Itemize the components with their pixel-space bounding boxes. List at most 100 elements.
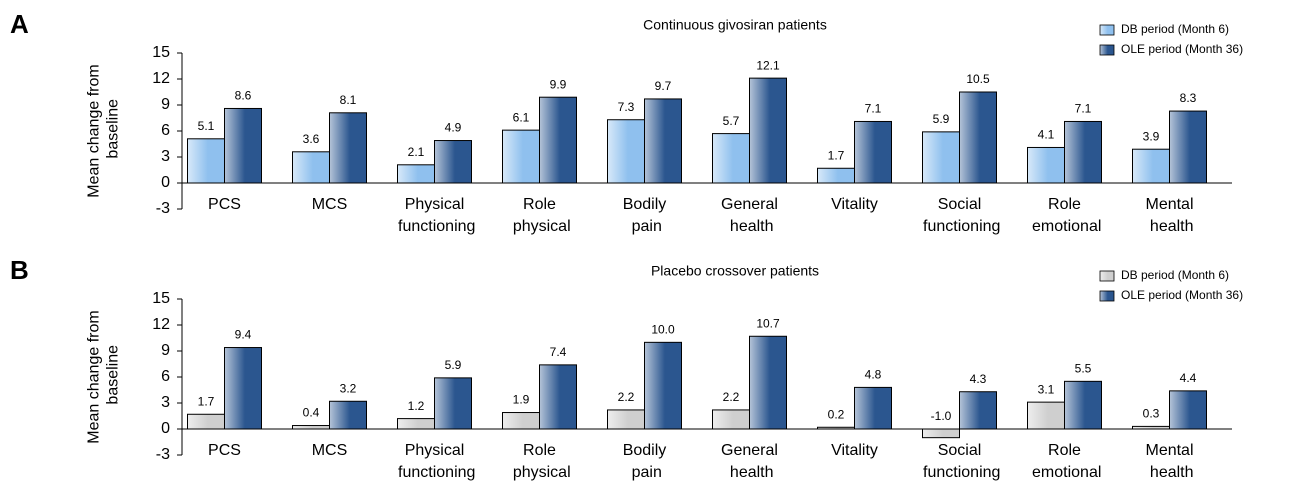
- x-tick-label: MCS: [312, 442, 348, 459]
- y-tick-label: 0: [161, 420, 170, 437]
- bar: [712, 409, 750, 430]
- y-tick-label: 12: [152, 316, 170, 333]
- value-label: 8.3: [1180, 91, 1197, 105]
- y-tick-label: -3: [156, 446, 170, 463]
- bar: [854, 386, 892, 430]
- value-label: 9.7: [655, 79, 672, 93]
- y-tick-label: 12: [152, 70, 170, 87]
- bar: [397, 164, 435, 184]
- value-label: 9.4: [235, 328, 252, 342]
- bar: [1064, 120, 1102, 184]
- x-tick-label: Role emotional: [1028, 442, 1102, 481]
- legend-swatch: [1099, 44, 1115, 56]
- bar: [329, 400, 367, 430]
- bar: [224, 107, 262, 184]
- bar: [712, 133, 750, 184]
- value-label: 10.5: [966, 72, 990, 86]
- chart-title: Placebo crossover patients: [651, 263, 819, 279]
- x-tick-label: Bodily pain: [623, 196, 667, 235]
- value-label: 3.1: [1038, 382, 1055, 396]
- legend-swatch: [1099, 24, 1115, 36]
- value-label: 4.8: [865, 368, 882, 382]
- bar: [539, 364, 577, 430]
- value-label: 6.1: [513, 110, 530, 124]
- bar: [292, 425, 330, 430]
- legend-swatch: [1099, 290, 1115, 302]
- value-label: 3.9: [1143, 129, 1160, 143]
- y-tick-label: 15: [152, 44, 170, 61]
- value-label: 2.1: [408, 145, 425, 159]
- value-label: 3.2: [340, 381, 357, 395]
- x-tick-label: Vitality: [831, 196, 878, 213]
- value-label: 4.4: [1180, 371, 1197, 385]
- x-tick-label: Social functioning: [919, 442, 1001, 481]
- bar: [922, 131, 960, 184]
- y-tick-label: 15: [152, 290, 170, 307]
- value-label: 10.7: [756, 316, 780, 330]
- bar: [1027, 401, 1065, 430]
- x-tick-label: PCS: [208, 442, 241, 459]
- bar: [187, 413, 225, 430]
- legend-label: OLE period (Month 36): [1121, 42, 1243, 56]
- value-label: 4.3: [970, 372, 987, 386]
- bar: [292, 151, 330, 184]
- x-tick-label: Role physical: [508, 196, 570, 235]
- bar: [607, 119, 645, 184]
- value-label: 5.1: [198, 119, 215, 133]
- y-tick-label: 9: [161, 96, 170, 113]
- value-label: 1.9: [513, 393, 530, 407]
- value-label: 0.3: [1143, 407, 1160, 421]
- x-tick-label: Physical functioning: [394, 442, 476, 481]
- x-tick-label: Role emotional: [1028, 196, 1102, 235]
- bar: [1027, 146, 1065, 184]
- bar: [502, 412, 540, 430]
- value-label: 2.2: [723, 390, 740, 404]
- bar: [959, 91, 997, 184]
- value-label: 10.0: [651, 323, 675, 337]
- legend-label: DB period (Month 6): [1121, 22, 1229, 36]
- x-tick-label: General health: [721, 196, 778, 235]
- value-label: 7.1: [1075, 102, 1092, 116]
- value-label: 1.7: [198, 394, 215, 408]
- bar: [922, 428, 960, 439]
- x-tick-label: Mental health: [1145, 196, 1193, 235]
- value-label: 5.7: [723, 114, 740, 128]
- bar: [539, 96, 577, 184]
- value-label: 5.5: [1075, 362, 1092, 376]
- value-label: 7.3: [618, 100, 635, 114]
- bar: [1169, 110, 1207, 184]
- value-label: 9.9: [550, 77, 567, 91]
- y-tick-label: 3: [161, 394, 170, 411]
- value-label: 3.6: [303, 132, 320, 146]
- value-label: -1.0: [931, 409, 952, 423]
- y-tick-label: 9: [161, 342, 170, 359]
- bar: [502, 129, 540, 184]
- panel-label: A: [10, 9, 29, 39]
- x-tick-label: Social functioning: [919, 196, 1001, 235]
- x-tick-label: Mental health: [1145, 442, 1193, 481]
- value-label: 5.9: [445, 358, 462, 372]
- y-axis-label: Mean change from baseline: [86, 310, 122, 443]
- bar: [644, 98, 682, 184]
- bar: [749, 77, 787, 184]
- value-label: 0.4: [303, 406, 320, 420]
- y-axis-label: Mean change from baseline: [86, 64, 122, 197]
- value-label: 8.6: [235, 89, 252, 103]
- x-tick-label: Vitality: [831, 442, 878, 459]
- x-tick-label: General health: [721, 442, 778, 481]
- bar: [854, 120, 892, 184]
- legend-swatch: [1099, 270, 1115, 282]
- legend-label: OLE period (Month 36): [1121, 288, 1243, 302]
- x-tick-label: Physical functioning: [394, 196, 476, 235]
- value-label: 12.1: [756, 58, 780, 72]
- value-label: 7.4: [550, 345, 567, 359]
- bar: [434, 140, 472, 184]
- value-label: 1.7: [828, 148, 845, 162]
- bar: [749, 335, 787, 430]
- legend-label: DB period (Month 6): [1121, 268, 1229, 282]
- value-label: 5.9: [933, 112, 950, 126]
- y-tick-label: 6: [161, 368, 170, 385]
- y-tick-label: 6: [161, 122, 170, 139]
- bar: [817, 167, 855, 184]
- bar: [1169, 390, 1207, 430]
